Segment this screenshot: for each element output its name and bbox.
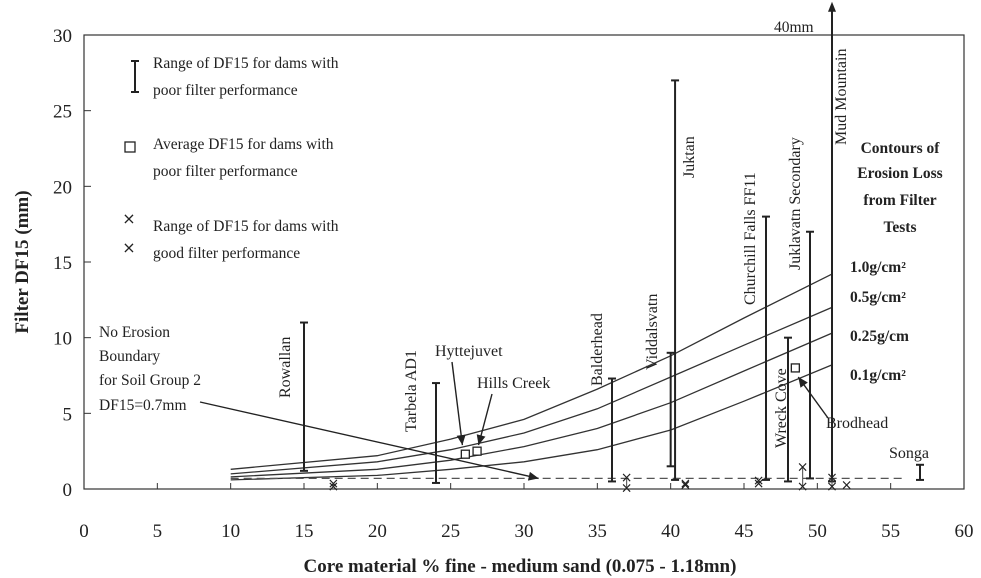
y-tick-label: 0: [63, 480, 73, 501]
annotation-line-3: for Soil Group 2: [99, 372, 201, 389]
good-range-marker: ×: [679, 476, 691, 492]
x-tick-label: 60: [955, 521, 974, 542]
good-range-marker: ×: [826, 479, 838, 495]
dam-label: Rowallan: [277, 337, 294, 398]
annotation-line-1: No Erosion: [99, 324, 170, 341]
good-range-marker: ×: [797, 459, 809, 475]
dam-label: Juklavatn Secondary: [787, 137, 804, 270]
annotation-line-2: Boundary: [99, 348, 160, 365]
brodhead-arrow-head: [798, 377, 808, 388]
good-filter-markers: ×× ×× ×× ×× ×××× ×: [327, 459, 852, 496]
x-tick-label: 55: [881, 521, 900, 542]
contour-line: [230, 332, 833, 478]
good-range-marker: ×: [826, 470, 838, 486]
legend-square-icon: [124, 141, 136, 153]
dam-label: Tarbela AD1: [403, 350, 420, 432]
contours-title: Contours of Erosion Loss from Filter Tes…: [857, 140, 942, 236]
y-axis-title: Filter DF15 (mm): [12, 190, 33, 333]
x-axis-title: Core material % fine - medium sand (0.07…: [304, 556, 737, 577]
good-range-marker: ×: [753, 476, 765, 492]
x-tick-label: 5: [153, 521, 163, 542]
annotation-arrow-head: [527, 471, 539, 481]
contour-label: 0.25g/cm: [850, 328, 909, 345]
good-range-marker: ×: [841, 477, 853, 493]
legend-2-line1: Average DF15 for dams with: [153, 136, 334, 153]
contour-line: [230, 306, 833, 475]
good-range-marker: ×: [327, 476, 339, 492]
svg-text:×: ×: [122, 209, 135, 228]
svg-text:×: ×: [122, 238, 135, 257]
poor-filter-ranges: 40mm Rowallan Tarbela AD1 Balderhead Viddals…: [277, 1, 929, 484]
svg-text:from Filter: from Filter: [863, 192, 936, 209]
svg-text:Tests: Tests: [883, 219, 916, 236]
average-marker: [460, 449, 470, 459]
good-range-marker: ×: [753, 473, 765, 489]
dam-label: Hyttejuvet: [435, 343, 503, 360]
dam-label: Songa: [889, 445, 929, 462]
x-tick-label: 20: [368, 521, 387, 542]
dam-label: Balderhead: [589, 313, 606, 386]
hills-creek-arrow-head: [476, 434, 486, 446]
x-tick-label: 30: [515, 521, 534, 542]
x-tick-label: 50: [808, 521, 827, 542]
contour-label: 1.0g/cm²: [850, 259, 906, 276]
good-range-marker: ×: [679, 477, 691, 493]
dam-label: Brodhead: [826, 415, 888, 432]
contour-line: [230, 364, 833, 481]
legend-2-line2: poor filter performance: [153, 163, 298, 180]
hyttejuvet-arrow-head: [456, 434, 466, 446]
annotation-arrows: [199, 361, 829, 481]
dam-label: Mud Mountain: [833, 49, 850, 145]
legend-range-bar-icon: [131, 60, 139, 93]
annotation-arrow: [199, 401, 539, 480]
y-tick-label: 10: [53, 329, 72, 350]
x-tick-label: 40: [661, 521, 680, 542]
average-markers: Hyttejuvet Hills Creek Brodhead: [435, 343, 888, 459]
hyttejuvet-arrow: [451, 361, 464, 446]
contour-label: 0.1g/cm²: [850, 367, 906, 384]
annotation-line-4: DF15=0.7mm: [99, 397, 187, 414]
good-range-marker: ×: [621, 470, 633, 486]
dam-label: Wreck Cove: [773, 368, 790, 448]
legend-1-line1: Range of DF15 for dams with: [153, 55, 339, 72]
y-tick-label: 30: [53, 26, 72, 47]
x-tick-label: 25: [441, 521, 460, 542]
legend-3-line2: good filter performance: [153, 245, 300, 262]
dam-label: Viddalsvatn: [644, 294, 661, 370]
contour-label: 0.5g/cm²: [850, 289, 906, 306]
x-tick-label: 35: [588, 521, 607, 542]
svg-text:Erosion Loss: Erosion Loss: [857, 165, 942, 182]
dam-label: Churchill Falls FF11: [742, 172, 759, 305]
erosion-contours: 1.0g/cm² 0.5g/cm² 0.25g/cm 0.1g/cm²: [230, 259, 909, 481]
x-tick-label: 45: [735, 521, 754, 542]
no-erosion-annotation: No Erosion Boundary for Soil Group 2 DF1…: [99, 324, 201, 414]
off-scale-arrow-icon: [828, 1, 836, 12]
dam-label: Juktan: [681, 136, 698, 178]
legend: Range of DF15 for dams with poor filter …: [122, 55, 338, 262]
off-scale-label: 40mm: [774, 19, 814, 36]
dam-label: Hills Creek: [477, 375, 550, 392]
y-tick-label: 15: [53, 253, 72, 274]
average-marker: [790, 363, 800, 373]
y-tick-label: 25: [53, 102, 72, 123]
y-tick-label: 20: [53, 177, 72, 198]
svg-text:Contours of: Contours of: [861, 140, 941, 157]
good-range-marker: ×: [797, 479, 809, 495]
x-tick-label: 0: [79, 521, 89, 542]
y-tick-label: 5: [63, 404, 73, 425]
legend-3-line1: Range of DF15 for dams with: [153, 218, 339, 235]
legend-1-line2: poor filter performance: [153, 82, 298, 99]
x-axis-ticks: 0 5 10 15 20 25 30 35 40 45 50 55 60: [79, 483, 974, 542]
legend-x-range-icon: × ×: [122, 209, 135, 257]
average-marker: [472, 446, 482, 456]
x-tick-label: 10: [221, 521, 240, 542]
good-range-marker: ×: [621, 480, 633, 496]
contour-line: [230, 273, 833, 470]
good-range-marker: ×: [327, 479, 339, 495]
y-axis-ticks: 0 5 10 15 20 25 30: [53, 26, 91, 501]
x-tick-label: 15: [295, 521, 314, 542]
